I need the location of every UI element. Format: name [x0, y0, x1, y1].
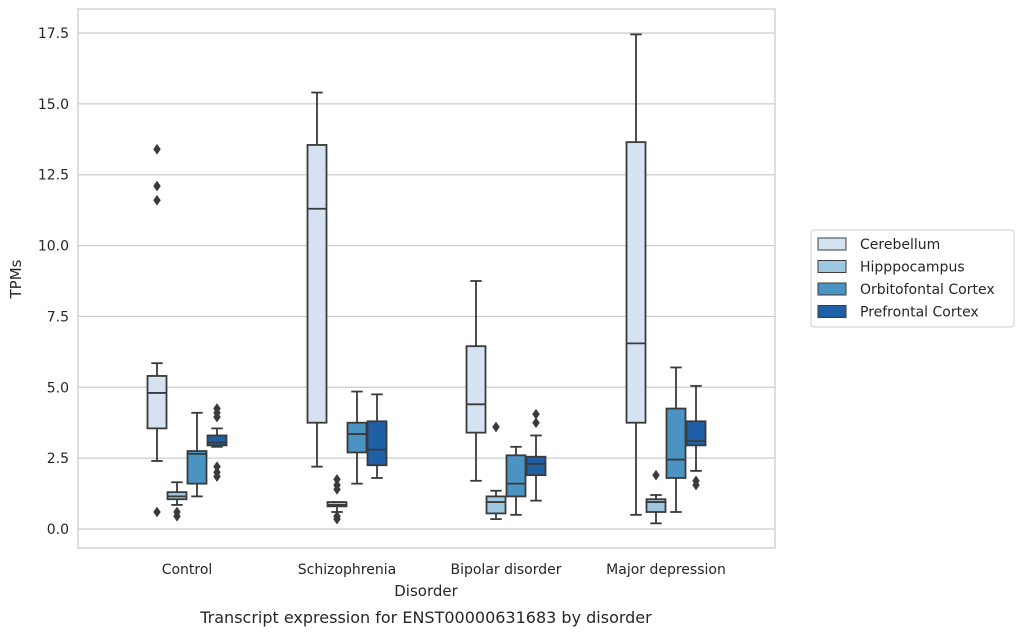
outlier-point [333, 510, 341, 522]
outlier-point [213, 403, 221, 414]
outlier-point [333, 479, 341, 491]
y-axis-title: TPMs [7, 259, 25, 299]
outlier-point [153, 180, 161, 192]
x-tick-label: Control [162, 562, 213, 578]
y-tick-label: 5.0 [47, 380, 69, 396]
box [346, 421, 368, 454]
y-tick-label: 0.0 [47, 522, 69, 538]
y-tick-label: 7.5 [47, 309, 69, 325]
legend-swatch [817, 282, 847, 296]
box [146, 375, 168, 430]
x-axis-title: Disorder [394, 582, 458, 600]
legend-swatch [817, 260, 847, 273]
outlier-point [153, 194, 161, 206]
outlier-point [213, 466, 221, 478]
box [645, 498, 667, 513]
plot-frame [77, 8, 776, 549]
y-tick-label: 17.5 [38, 26, 69, 42]
box-group [665, 366, 687, 513]
box-group [485, 421, 507, 520]
legend-label: Cerebellum [860, 237, 940, 253]
outlier-point [532, 408, 540, 420]
y-tick-label: 12.5 [38, 168, 69, 184]
box [186, 450, 208, 485]
box-group [326, 473, 348, 525]
outlier-point [153, 143, 161, 155]
legend-swatch [817, 237, 847, 251]
box [465, 345, 487, 434]
outlier-point [652, 469, 660, 481]
y-tick-label: 15.0 [38, 97, 69, 113]
box-group [166, 481, 188, 522]
box-group [346, 390, 368, 485]
y-tick-label: 10.0 [38, 239, 69, 255]
box-group [366, 393, 388, 479]
box-group [505, 445, 527, 516]
box [625, 141, 647, 424]
x-tick-labels: Control Schizophrenia Bipolar disorder Majo… [162, 562, 726, 578]
box [485, 495, 507, 515]
legend-label: Orbitofontal Cortex [860, 282, 995, 298]
outlier-point [173, 506, 181, 518]
box [366, 420, 388, 467]
box [306, 144, 328, 424]
chart-title: Transcript expression for ENST0000063168… [199, 608, 652, 627]
outlier-point [692, 475, 700, 487]
outlier-point [532, 417, 540, 429]
outlier-point [492, 421, 500, 433]
legend: Cerebellum Hipppocampus Orbitofontal Corte… [810, 229, 1015, 328]
box-group [465, 280, 487, 482]
legend-items: Cerebellum Hipppocampus Orbitofontal Corte… [817, 237, 995, 321]
legend-label: Hipppocampus [860, 260, 965, 276]
box [505, 454, 527, 498]
boxes [146, 33, 707, 525]
outlier-point [153, 506, 161, 518]
y-tick-labels: 0.0 2.5 5.0 7.5 10.0 12.5 15.0 17.5 [38, 26, 69, 538]
box-group [306, 91, 328, 468]
box-group [186, 411, 208, 498]
x-tick-label: Bipolar disorder [450, 562, 561, 578]
box-group [146, 143, 168, 518]
legend-frame [810, 229, 1015, 328]
box-group [645, 469, 667, 525]
outlier-point [213, 461, 221, 473]
box-group [206, 403, 228, 483]
x-tick-label: Major depression [606, 562, 726, 578]
outlier-point [333, 473, 341, 485]
legend-swatch [817, 305, 847, 318]
box [525, 455, 547, 477]
box [685, 420, 707, 447]
box-group [685, 384, 707, 491]
box [665, 407, 687, 479]
y-tick-label: 2.5 [47, 451, 69, 467]
box [206, 434, 228, 447]
legend-label: Prefrontal Cortex [860, 305, 979, 321]
box-group [525, 408, 547, 502]
plot-border [77, 8, 776, 549]
x-tick-label: Schizophrenia [298, 562, 396, 578]
box-group [625, 33, 647, 516]
